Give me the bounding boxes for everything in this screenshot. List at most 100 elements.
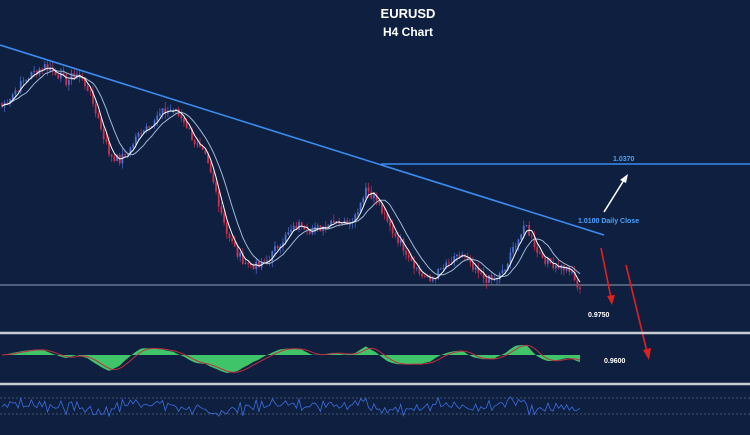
candle-body <box>43 64 46 70</box>
candle-body <box>185 122 188 129</box>
candle-body <box>316 225 319 227</box>
candle-body <box>252 265 255 270</box>
level-label-0-9600: 0.9600 <box>604 358 626 365</box>
candle-body <box>247 262 250 264</box>
candle-body <box>19 80 22 92</box>
candle-body <box>367 187 370 192</box>
candle-body <box>557 265 560 269</box>
candle-body <box>450 262 453 264</box>
candle-body <box>30 71 33 79</box>
candle-body <box>472 262 474 270</box>
candle-body <box>137 132 140 137</box>
candle-body <box>145 126 148 131</box>
candle-body <box>496 279 498 281</box>
candle-body <box>255 261 258 270</box>
rsi-line <box>1 396 581 418</box>
bullish-arrow-icon <box>603 174 628 213</box>
candle-body <box>57 75 60 79</box>
candle-body <box>223 213 226 223</box>
candle-body <box>100 118 102 129</box>
candle-body <box>536 247 539 253</box>
candle-body <box>383 213 386 214</box>
candle-body <box>378 200 381 204</box>
candle-body <box>413 261 415 269</box>
candle-body <box>84 78 86 87</box>
candle-body <box>113 156 116 161</box>
candle-body <box>164 108 167 114</box>
candle-body <box>279 246 282 249</box>
candle-body <box>474 267 477 270</box>
candle-body <box>263 261 266 263</box>
candle-body <box>233 241 236 247</box>
candle-body <box>290 229 292 233</box>
candle-body <box>442 268 445 270</box>
candle-body <box>541 252 544 258</box>
candle-body <box>434 279 437 280</box>
candle-body <box>362 198 365 203</box>
moving-average-fast <box>1 67 581 283</box>
candle-body <box>373 194 375 199</box>
oscillator-histogram <box>2 345 580 373</box>
candle-body <box>485 278 488 283</box>
candle-body <box>530 235 533 237</box>
candle-body <box>514 246 517 248</box>
candle-body <box>22 80 25 82</box>
candle-body <box>209 163 212 173</box>
candle-body <box>552 262 555 269</box>
candle-body <box>142 130 145 134</box>
descending-trendline <box>0 44 605 236</box>
candle-body <box>354 214 357 223</box>
candle-body <box>423 276 426 278</box>
candle-body <box>300 222 303 227</box>
candle-body <box>431 279 434 281</box>
candle-body <box>415 267 418 269</box>
candle-body <box>241 252 244 264</box>
candle-body <box>576 280 579 288</box>
candle-body <box>346 220 349 225</box>
candle-body <box>287 232 290 235</box>
candle-body <box>175 109 177 111</box>
candle-body <box>402 239 405 251</box>
candle-body <box>140 132 143 134</box>
candle-body <box>579 287 581 289</box>
candle-body <box>183 118 185 123</box>
candle-body <box>506 263 509 271</box>
candle-body <box>51 68 54 71</box>
candle-body <box>555 265 557 269</box>
candle-body <box>410 257 413 262</box>
candle-body <box>35 70 38 75</box>
candle-body <box>239 252 242 257</box>
candle-body <box>257 261 260 268</box>
level-label-1-0370: 1.0370 <box>613 156 635 163</box>
candle-body <box>370 191 373 199</box>
candle-body <box>421 273 424 277</box>
candle-body <box>180 115 183 119</box>
candle-body <box>89 90 92 92</box>
candle-body <box>356 212 359 215</box>
candle-body <box>276 246 279 249</box>
candle-body <box>193 140 196 145</box>
candle-body <box>62 72 65 75</box>
candle-body <box>466 256 469 260</box>
candle-body <box>512 247 515 253</box>
level-label-0-9750: 0.9750 <box>588 312 610 319</box>
candle-body <box>525 224 528 226</box>
candle-body <box>480 272 482 274</box>
candle-body <box>70 73 73 80</box>
candle-body <box>14 90 17 95</box>
candle-body <box>124 154 126 156</box>
candle-body <box>67 79 70 85</box>
candle-body <box>158 113 161 116</box>
candle-body <box>445 262 448 269</box>
candle-body <box>501 270 504 274</box>
candle-body <box>381 203 383 214</box>
candle-body <box>397 236 399 243</box>
candle-body <box>389 221 391 226</box>
candle-body <box>477 267 480 273</box>
candle-body <box>292 225 295 230</box>
candle-body <box>33 70 36 72</box>
candle-body <box>490 275 493 280</box>
candle-body <box>9 99 11 104</box>
